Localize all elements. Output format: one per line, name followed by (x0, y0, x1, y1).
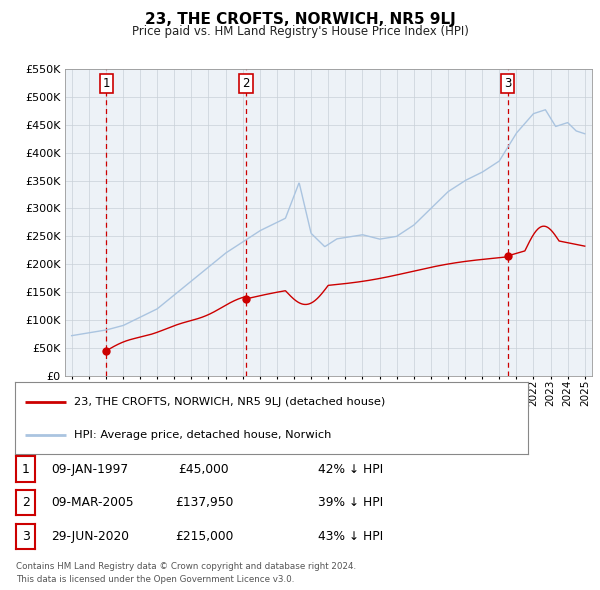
Text: 23, THE CROFTS, NORWICH, NR5 9LJ: 23, THE CROFTS, NORWICH, NR5 9LJ (145, 12, 455, 27)
Text: 29-JUN-2020: 29-JUN-2020 (51, 530, 129, 543)
Text: 09-JAN-1997: 09-JAN-1997 (51, 463, 128, 476)
Text: 1: 1 (22, 463, 30, 476)
Text: 43% ↓ HPI: 43% ↓ HPI (318, 530, 383, 543)
Text: HPI: Average price, detached house, Norwich: HPI: Average price, detached house, Norw… (74, 430, 331, 440)
Text: Price paid vs. HM Land Registry's House Price Index (HPI): Price paid vs. HM Land Registry's House … (131, 25, 469, 38)
Text: 39% ↓ HPI: 39% ↓ HPI (318, 496, 383, 509)
Text: 09-MAR-2005: 09-MAR-2005 (51, 496, 134, 509)
Text: £45,000: £45,000 (179, 463, 229, 476)
Text: 42% ↓ HPI: 42% ↓ HPI (318, 463, 383, 476)
Text: 1: 1 (103, 77, 110, 90)
Text: £137,950: £137,950 (175, 496, 233, 509)
Text: 2: 2 (242, 77, 250, 90)
Text: £215,000: £215,000 (175, 530, 233, 543)
Text: 3: 3 (504, 77, 511, 90)
Text: 3: 3 (22, 530, 30, 543)
Text: This data is licensed under the Open Government Licence v3.0.: This data is licensed under the Open Gov… (16, 575, 295, 584)
Text: 2: 2 (22, 496, 30, 509)
Text: Contains HM Land Registry data © Crown copyright and database right 2024.: Contains HM Land Registry data © Crown c… (16, 562, 356, 571)
Text: 23, THE CROFTS, NORWICH, NR5 9LJ (detached house): 23, THE CROFTS, NORWICH, NR5 9LJ (detach… (74, 396, 385, 407)
